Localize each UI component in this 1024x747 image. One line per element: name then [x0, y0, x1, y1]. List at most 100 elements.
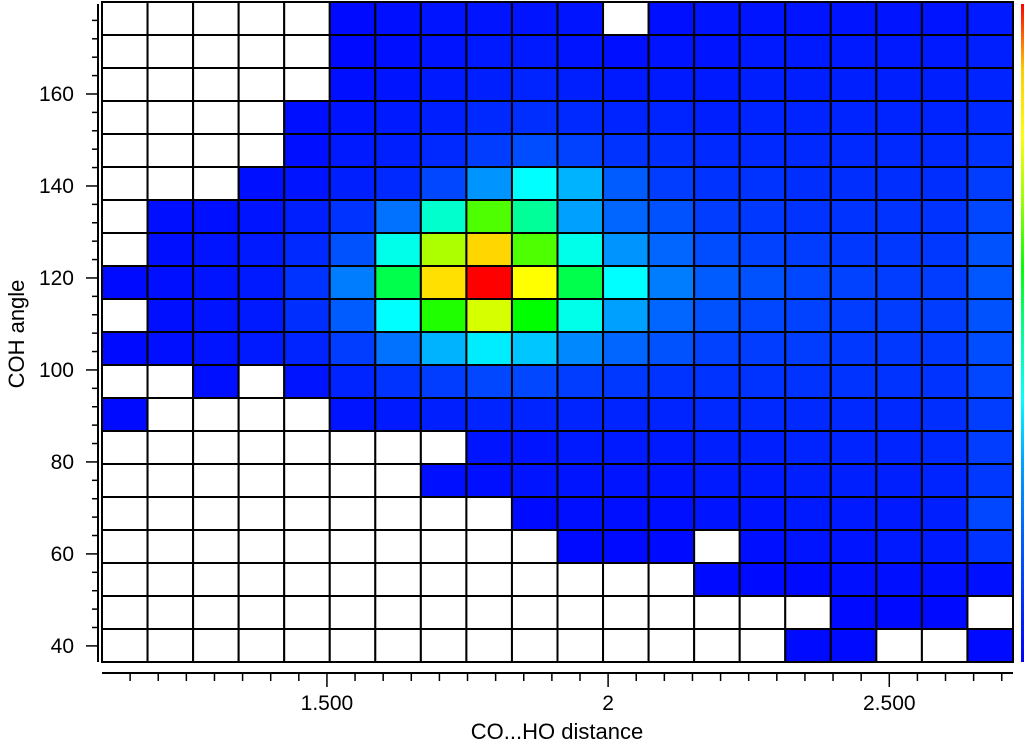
heatmap-cell [328, 265, 377, 300]
heatmap-cell [510, 199, 559, 234]
heatmap-cell [875, 397, 923, 432]
heatmap-cell [738, 67, 787, 102]
heatmap-cell [101, 199, 149, 234]
heatmap-cell [101, 232, 149, 267]
heatmap-cell [419, 100, 468, 135]
heatmap-cell [875, 1, 923, 36]
heatmap-cell [829, 364, 878, 399]
heatmap-cell [146, 562, 195, 597]
heatmap-cell [465, 166, 513, 201]
x-axis: 1.500 2 2.500 [102, 672, 1013, 715]
heatmap-cell [237, 397, 286, 432]
heatmap-cell [966, 331, 1015, 366]
heatmap-cell [192, 496, 240, 531]
heatmap-cell [556, 67, 605, 102]
heatmap-cell [556, 628, 605, 663]
heatmap-cell [602, 496, 650, 531]
heatmap-cell [510, 463, 559, 498]
heatmap-cell [419, 331, 468, 366]
heatmap-cell [237, 562, 286, 597]
heatmap-cell [192, 298, 240, 333]
heatmap-cell [101, 34, 149, 69]
heatmap-cell [602, 331, 650, 366]
heatmap-cell [966, 265, 1015, 300]
heatmap-cell [875, 265, 923, 300]
heatmap-cell [283, 265, 331, 300]
heatmap-cell [283, 1, 331, 36]
heatmap-cell [465, 496, 513, 531]
heatmap-cell [283, 298, 331, 333]
heatmap-cell [237, 67, 286, 102]
heatmap-cell [237, 265, 286, 300]
heatmap-cell [829, 298, 878, 333]
heatmap-cell [693, 463, 741, 498]
heatmap-cell [829, 397, 878, 432]
heatmap-cell [602, 397, 650, 432]
heatmap-cell [647, 67, 696, 102]
heatmap-cell [738, 496, 787, 531]
heatmap-cell [602, 100, 650, 135]
y-axis-title: COH angle [4, 280, 29, 389]
heatmap-cell [419, 133, 468, 168]
heatmap-cell [693, 232, 741, 267]
heatmap-cell [738, 1, 787, 36]
heatmap-cell [647, 397, 696, 432]
heatmap-cell [146, 397, 195, 432]
heatmap-cell [784, 364, 832, 399]
heatmap-cell [556, 34, 605, 69]
heatmap-cell [510, 298, 559, 333]
heatmap-cell [829, 628, 878, 663]
heatmap-cell [784, 232, 832, 267]
heatmap-cell [328, 67, 377, 102]
heatmap-cell [920, 331, 969, 366]
heatmap-cell [738, 529, 787, 564]
heatmap-cell [875, 298, 923, 333]
y-tick-label: 40 [51, 635, 74, 658]
heatmap-cell [966, 595, 1015, 630]
heatmap-cell [283, 364, 331, 399]
heatmap-cell [374, 265, 422, 300]
heatmap-cell [237, 331, 286, 366]
heatmap-cell [875, 100, 923, 135]
heatmap-cell [556, 199, 605, 234]
heatmap-cell [693, 364, 741, 399]
heatmap-cell [419, 232, 468, 267]
heatmap-cell [966, 34, 1015, 69]
heatmap-cell [966, 496, 1015, 531]
heatmap-cell [101, 166, 149, 201]
heatmap-cell [556, 331, 605, 366]
heatmap-cell [374, 166, 422, 201]
heatmap-cell [510, 166, 559, 201]
heatmap-cell [374, 1, 422, 36]
heatmap-cell [784, 595, 832, 630]
heatmap-cell [328, 496, 377, 531]
heatmap-cell [510, 364, 559, 399]
heatmap-cell [328, 166, 377, 201]
heatmap-cell [920, 199, 969, 234]
heatmap-cell [328, 133, 377, 168]
heatmap-cell [647, 595, 696, 630]
x-tick-label: 2 [602, 692, 614, 715]
heatmap-cell [283, 529, 331, 564]
heatmap-cell [647, 496, 696, 531]
heatmap-cell [510, 67, 559, 102]
heatmap-cell [920, 562, 969, 597]
heatmap-cell [101, 562, 149, 597]
heatmap-cell [693, 1, 741, 36]
heatmap-cell [192, 364, 240, 399]
heatmap-cell [192, 199, 240, 234]
heatmap-cell [920, 298, 969, 333]
heatmap-cell [602, 364, 650, 399]
heatmap-cell [647, 1, 696, 36]
heatmap-cell [146, 364, 195, 399]
heatmap-cell [192, 34, 240, 69]
heatmap-cell [647, 232, 696, 267]
heatmap-cell [920, 1, 969, 36]
heatmap-cell [784, 166, 832, 201]
heatmap-cell [920, 232, 969, 267]
heatmap-cell [875, 529, 923, 564]
heatmap-cell [875, 628, 923, 663]
heatmap-cell [465, 331, 513, 366]
heatmap-cell [237, 34, 286, 69]
y-tick-label: 80 [51, 451, 74, 474]
